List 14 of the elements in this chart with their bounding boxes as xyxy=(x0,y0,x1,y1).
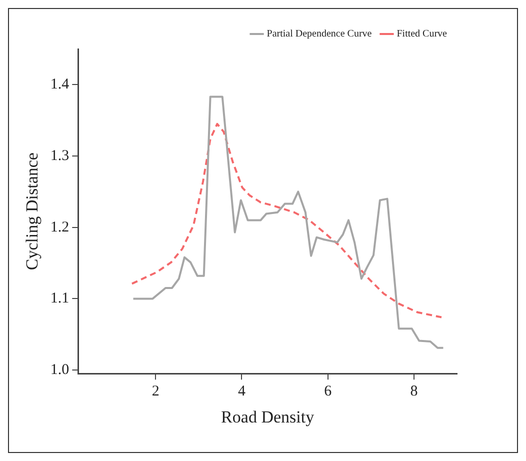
y-tick-label: 1.2 xyxy=(50,219,70,236)
y-tick-label: 1.4 xyxy=(50,76,70,93)
legend-label: Fitted Curve xyxy=(396,28,448,40)
y-tick-label: 1.1 xyxy=(50,290,70,307)
x-tick-label: 4 xyxy=(238,384,246,400)
y-tick-label: 1.0 xyxy=(50,362,70,378)
x-tick-label: 8 xyxy=(410,384,418,400)
x-axis-title: Road Density xyxy=(221,407,315,426)
x-tick-label: 6 xyxy=(324,384,332,400)
y-axis-title: Cycling Distance xyxy=(22,152,42,270)
line-series xyxy=(130,122,442,318)
y-tick-label: 1.3 xyxy=(50,148,70,164)
legend-label: Partial Dependence Curve xyxy=(266,28,372,40)
x-tick-label: 2 xyxy=(152,384,160,400)
